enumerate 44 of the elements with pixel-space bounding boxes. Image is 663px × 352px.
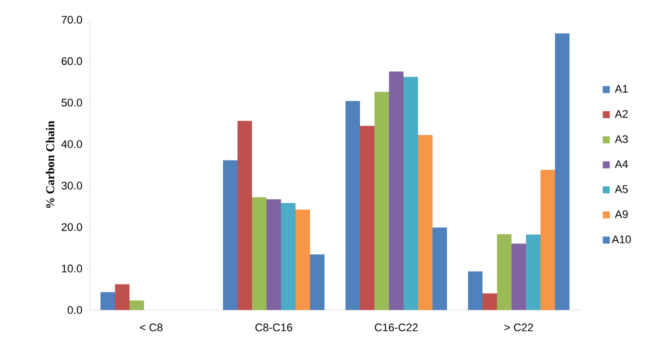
bar: [432, 227, 448, 310]
legend-label: A2: [614, 110, 628, 118]
bar: [296, 210, 310, 310]
legend-label: A9: [614, 210, 628, 218]
bar: [310, 254, 324, 310]
bar: [389, 72, 404, 310]
legend-label: A1: [614, 85, 628, 93]
bar: [130, 300, 144, 310]
bar: [281, 203, 296, 310]
bar: [100, 292, 115, 310]
legend-label: A4: [614, 160, 628, 168]
y-tick-label: 60.0: [62, 57, 82, 66]
y-axis-title: % Carbon Chain: [46, 120, 54, 208]
legend-label: A10: [612, 236, 631, 244]
bar: [360, 126, 374, 310]
y-tick-label: 40.0: [61, 140, 82, 148]
bar: [346, 100, 360, 310]
legend-label: A3: [614, 135, 628, 143]
bar: [115, 284, 130, 310]
bar: [238, 120, 252, 310]
x-tick-label: > C22: [504, 324, 533, 332]
y-tick-label: 10.0: [62, 264, 82, 272]
bar: [526, 234, 541, 310]
bar: [266, 199, 281, 310]
bar: [540, 170, 556, 310]
y-tick-label: 70.0: [62, 16, 82, 24]
y-tick-label: 20.0: [62, 223, 82, 231]
bar: [468, 271, 482, 310]
bar: [418, 134, 432, 310]
bar: [482, 293, 497, 310]
x-tick-label: C16-C22: [374, 324, 418, 332]
bar: [374, 92, 389, 310]
bar: [555, 33, 570, 310]
y-tick-label: 0.0: [68, 306, 82, 314]
bar: [512, 244, 526, 310]
bar: [497, 234, 512, 310]
y-tick-label: 50.0: [62, 98, 82, 107]
bar: [404, 76, 418, 310]
legend-label: A5: [614, 185, 628, 194]
x-tick-label: < C8: [140, 324, 162, 332]
x-tick-label: C8-C16: [255, 324, 292, 332]
bar: [223, 160, 238, 310]
bar: [252, 197, 266, 310]
y-tick-label: 30.0: [62, 182, 82, 190]
